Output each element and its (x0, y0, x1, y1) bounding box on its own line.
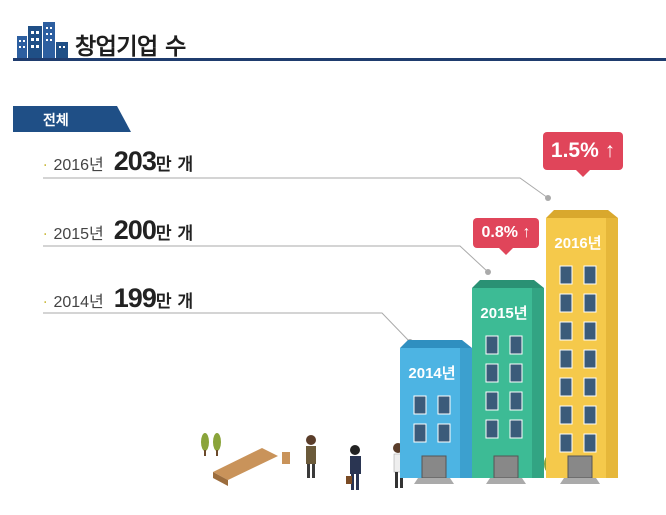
window (509, 419, 523, 439)
bar-2014년: 2014년 (400, 340, 472, 484)
page-title: 창업기업 수 (75, 34, 186, 60)
window (559, 377, 573, 397)
window (485, 335, 499, 355)
row-value: 199 (113, 283, 157, 313)
row-suffix: 개 (177, 155, 194, 175)
bullet-dot: · (43, 227, 48, 243)
building-door (567, 455, 593, 479)
bar-2015년: 2015년 (472, 280, 544, 484)
building-icon (17, 22, 68, 58)
window (559, 321, 573, 341)
building-door (493, 455, 519, 479)
bar-label: 2016년 (554, 235, 601, 252)
row-value: 203 (113, 146, 157, 176)
window (583, 349, 597, 369)
street-decoration (201, 433, 552, 490)
window (559, 433, 573, 453)
growth-value: 0.8% (481, 224, 518, 241)
window (559, 293, 573, 313)
bullet-dot: · (43, 158, 48, 174)
building-steps (414, 478, 454, 484)
growth-value: 1.5% (550, 139, 599, 162)
building-shade (532, 288, 544, 478)
row-unit: 만 (155, 292, 172, 312)
category-badge: 전체 (13, 106, 131, 132)
row-suffix: 개 (177, 224, 194, 244)
building-steps (486, 478, 526, 484)
window (559, 349, 573, 369)
row-unit: 만 (155, 155, 172, 175)
leader-line-2014 (43, 312, 411, 343)
window (509, 335, 523, 355)
leader-line-2016 (43, 177, 549, 199)
window (583, 405, 597, 425)
building-door (421, 455, 447, 479)
row-unit: 만 (155, 224, 172, 244)
window (413, 395, 427, 415)
window (559, 265, 573, 285)
window (485, 419, 499, 439)
arrow-up-icon: ↑ (518, 224, 531, 241)
window (583, 377, 597, 397)
window (509, 363, 523, 383)
building-roof (400, 340, 472, 348)
leader-dot-2015 (485, 269, 491, 275)
category-label: 전체 (43, 113, 69, 129)
row-2014: · 2014년 199만 개 (43, 283, 193, 314)
title-underline (13, 58, 666, 61)
window (583, 321, 597, 341)
row-year: 2014년 (53, 294, 104, 311)
building-steps (560, 478, 600, 484)
window (559, 405, 573, 425)
window (583, 265, 597, 285)
bar-label: 2015년 (480, 305, 527, 322)
window (485, 363, 499, 383)
window (485, 391, 499, 411)
growth-badge-2016년: 1.5% ↑ (543, 132, 623, 177)
row-suffix: 개 (177, 292, 194, 312)
arrow-up-icon: ↑ (598, 139, 616, 162)
window (583, 293, 597, 313)
window (437, 395, 451, 415)
row-2015: · 2015년 200만 개 (43, 215, 193, 246)
building-roof (546, 210, 618, 218)
row-value: 200 (113, 215, 157, 245)
building-shade (606, 218, 618, 478)
building-shade (460, 348, 472, 478)
row-2016: · 2016년 203만 개 (43, 146, 193, 177)
chart-bars: 2014년 2015년 2016년 (400, 210, 618, 484)
row-year: 2015년 (53, 226, 104, 243)
leader-dot-2016 (545, 195, 551, 201)
bar-2016년: 2016년 (546, 210, 618, 484)
window (583, 433, 597, 453)
bar-label: 2014년 (408, 365, 455, 382)
building-roof (472, 280, 544, 288)
window (509, 391, 523, 411)
row-year: 2016년 (53, 157, 104, 174)
growth-badge-2015년: 0.8% ↑ (473, 218, 539, 255)
window (413, 423, 427, 443)
bullet-dot: · (43, 295, 48, 311)
leader-line-2015 (43, 245, 489, 273)
window (437, 423, 451, 443)
